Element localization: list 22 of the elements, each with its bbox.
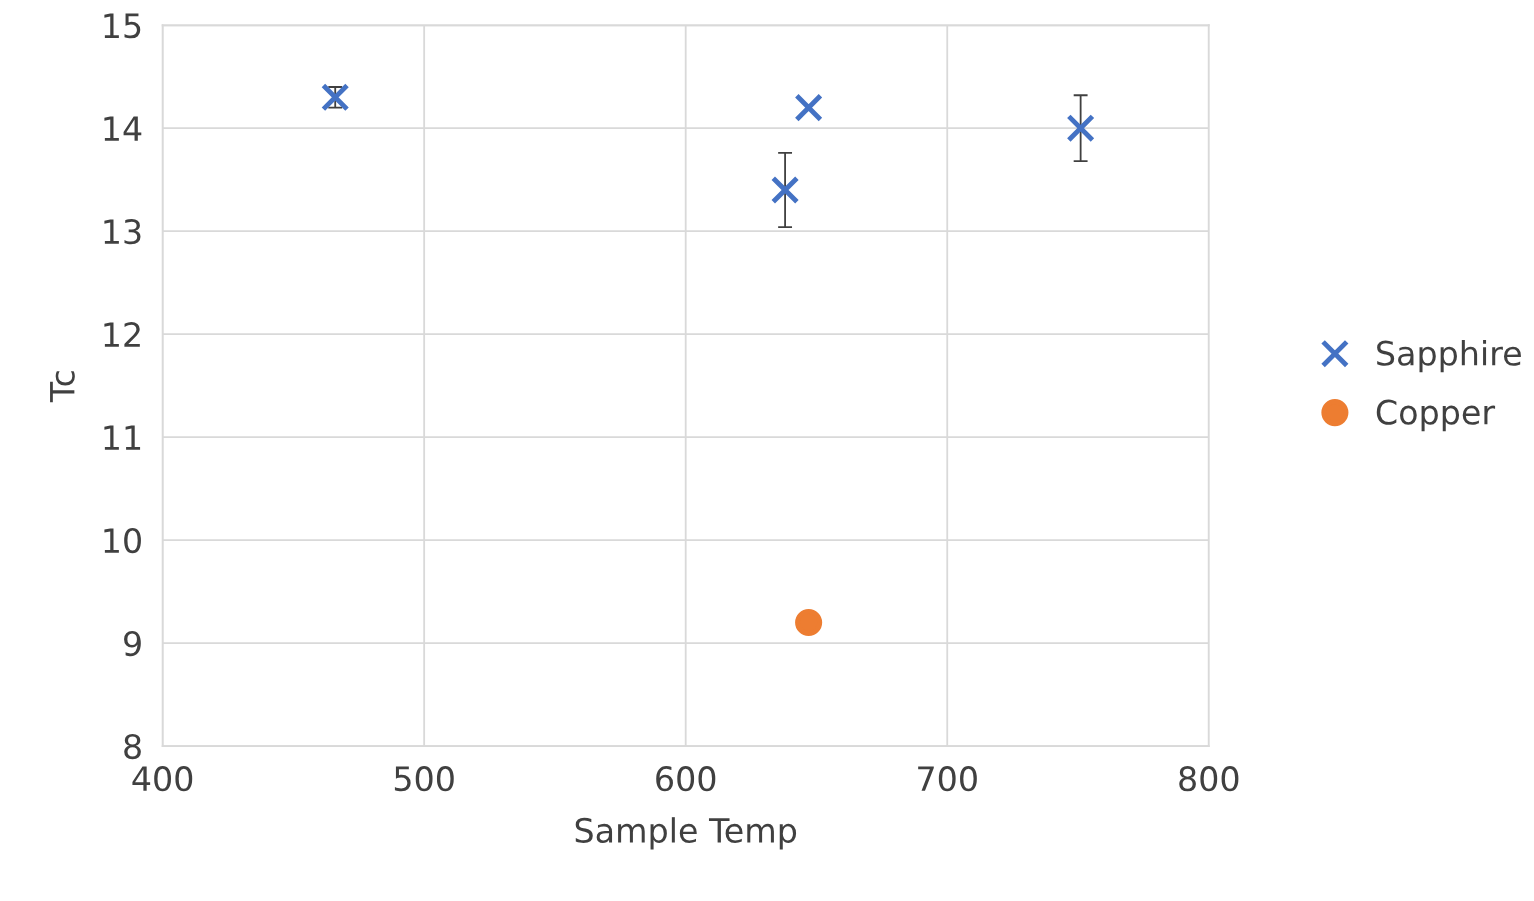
x-tick-label: 600: [656, 766, 716, 792]
y-tick-label: 13: [104, 219, 141, 245]
point: [795, 608, 823, 636]
point: [1066, 113, 1095, 143]
y-tick-label: 9: [124, 630, 141, 657]
legend-label: Sapphire: [1377, 340, 1521, 373]
y-axis-title: Tc: [50, 371, 75, 403]
x-tick-label: 800: [1179, 766, 1239, 792]
x-tick-label: 400: [132, 766, 193, 792]
legend-label: Copper: [1376, 399, 1496, 432]
x-tick-label: 700: [918, 766, 977, 792]
x-axis-title: Sample Temp: [575, 817, 797, 850]
y-tick-label: 8: [124, 733, 141, 760]
y-tick-label: 11: [104, 425, 141, 450]
x-tick-label: 500: [394, 766, 454, 792]
y-tick-label: 14: [104, 116, 142, 141]
y-tick-label: 15: [104, 13, 141, 39]
point: [320, 83, 350, 112]
y-tick-label: 12: [104, 322, 140, 347]
point: [770, 175, 800, 205]
point: [794, 93, 823, 122]
y-tick-label: 10: [104, 528, 141, 554]
